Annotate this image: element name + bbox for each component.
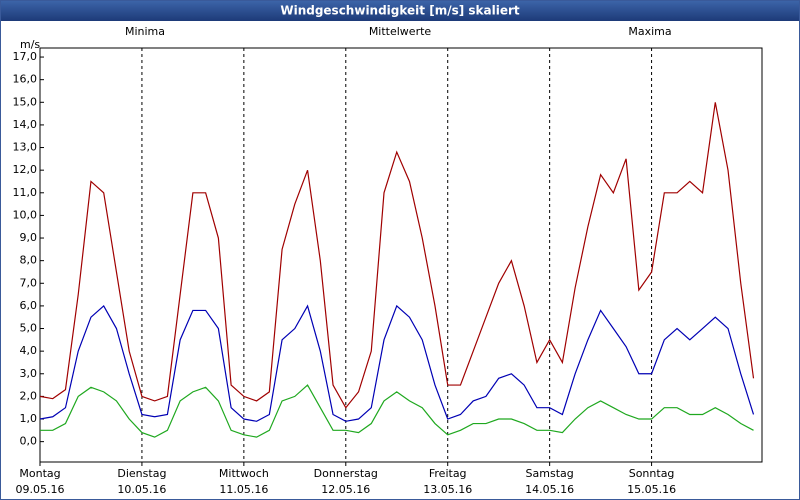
y-tick-label: 11,0 [13, 186, 38, 199]
y-tick-label: 8,0 [20, 254, 38, 267]
x-tick-label: Freitag [429, 467, 467, 480]
y-tick-label: 17,0 [13, 50, 38, 63]
chart-title: Windgeschwindigkeit [m/s] skaliert [280, 4, 520, 18]
y-tick-label: 3,0 [20, 367, 38, 380]
series-line [40, 384, 754, 438]
y-tick-label: 7,0 [20, 276, 38, 289]
y-tick-label: 5,0 [20, 322, 38, 335]
y-tick-label: 14,0 [13, 118, 38, 131]
x-tick-date: 13.05.16 [423, 483, 472, 496]
x-tick-label: Dienstag [117, 467, 166, 480]
y-tick-label: 15,0 [13, 95, 38, 108]
y-tick-label: 6,0 [20, 299, 38, 312]
title-bar [1, 1, 799, 21]
y-tick-label: 1,0 [20, 412, 38, 425]
x-tick-date: 11.05.16 [219, 483, 268, 496]
legend-label: Maxima [628, 25, 671, 38]
y-tick-label: 12,0 [13, 163, 38, 176]
y-tick-label: 2,0 [20, 389, 38, 402]
y-tick-label: 13,0 [13, 141, 38, 154]
x-tick-label: Mittwoch [219, 467, 269, 480]
series-line [39, 102, 755, 409]
plot-area [39, 47, 763, 463]
y-tick-label: 9,0 [20, 231, 38, 244]
x-tick-label: Montag [19, 467, 60, 480]
x-tick-date: 12.05.16 [321, 483, 370, 496]
x-tick-label: Samstag [526, 467, 574, 480]
legend-label: Mittelwerte [369, 25, 432, 38]
x-tick-label: Donnerstag [314, 467, 378, 480]
y-tick-label: 0,0 [20, 435, 38, 448]
x-tick-date: 10.05.16 [117, 483, 166, 496]
y-tick-label: 10,0 [13, 208, 38, 221]
x-tick-date: 15.05.16 [627, 483, 676, 496]
y-axis-label: m/s [20, 38, 40, 51]
y-tick-label: 4,0 [20, 344, 38, 357]
y-tick-label: 16,0 [13, 73, 38, 86]
x-tick-date: 14.05.16 [525, 483, 574, 496]
x-tick-label: Sonntag [629, 467, 675, 480]
legend-label: Minima [125, 25, 165, 38]
series-line [39, 304, 755, 422]
x-tick-date: 09.05.16 [16, 483, 65, 496]
